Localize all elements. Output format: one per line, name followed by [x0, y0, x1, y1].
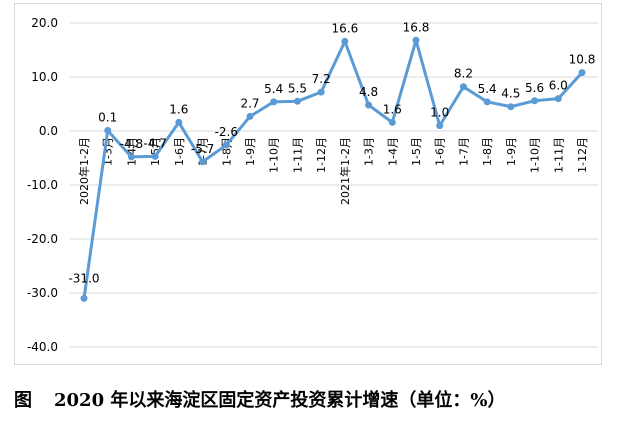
data-point [436, 122, 444, 130]
data-point [459, 83, 467, 91]
y-tick-label: -30.0 [27, 286, 58, 300]
data-point [554, 95, 562, 103]
chart-frame [14, 3, 602, 365]
x-tick-label: 1-6月 [434, 137, 447, 166]
data-label: 5.5 [288, 81, 307, 95]
data-label: -4.8 [120, 137, 143, 151]
x-tick-label: 1-5月 [410, 137, 423, 166]
data-label: 1.6 [383, 102, 402, 116]
x-tick-label: 1-9月 [244, 137, 257, 166]
data-point [246, 112, 254, 120]
line-chart: 20.0 10.0 0.0 -10.0 -20.0 -30.0 -40.0 2020年1-2月… [27, 16, 598, 354]
x-tick-label: 2021年1-2月 [338, 137, 352, 205]
x-tick-label: 1-3月 [363, 137, 376, 166]
x-tick-label: 1-10月 [268, 137, 281, 173]
data-point [104, 126, 112, 134]
data-label: 5.4 [264, 82, 283, 96]
figure-caption-text: 2020 年以来海淀区固定资产投资累计增速（单位：%） [54, 390, 506, 411]
x-tick-label: 1-12月 [576, 137, 589, 173]
data-point [270, 98, 278, 106]
y-tick-label: 0.0 [39, 124, 58, 138]
data-point [199, 158, 207, 166]
data-point [388, 118, 396, 126]
data-point [365, 101, 373, 109]
data-point [293, 97, 301, 105]
data-point [341, 37, 349, 45]
data-label: 6.0 [549, 79, 568, 93]
data-point [483, 98, 491, 106]
x-tick-label: 1-9月 [505, 137, 518, 166]
x-tick-label: 1-6月 [173, 137, 186, 166]
data-point [222, 141, 230, 149]
data-label: 1.6 [169, 102, 188, 116]
y-tick-label: -20.0 [27, 232, 58, 246]
x-tick-label: 1-7月 [457, 137, 470, 166]
data-point [175, 118, 183, 126]
data-label: 16.8 [403, 20, 430, 34]
data-label: -4.7 [143, 136, 166, 150]
data-label: 10.8 [569, 53, 596, 67]
data-label: -2.6 [215, 125, 238, 139]
figure-label: 图 [14, 390, 32, 411]
data-point [507, 103, 515, 111]
y-tick-label: -10.0 [27, 178, 58, 192]
data-label: 5.6 [525, 81, 544, 95]
data-label: -5.7 [191, 142, 214, 156]
data-label: 4.8 [359, 85, 378, 99]
data-label: 1.0 [430, 106, 449, 120]
data-label: 7.2 [312, 72, 331, 86]
data-label: 5.4 [478, 82, 497, 96]
figure-caption: 图 2020 年以来海淀区固定资产投资累计增速（单位：%） [14, 386, 614, 416]
x-tick-label: 1-10月 [529, 137, 542, 173]
data-point [531, 97, 539, 105]
data-label: 2.7 [240, 96, 259, 110]
series-line [82, 38, 584, 299]
x-tick-label: 1-11月 [291, 137, 304, 173]
x-tick-label: 1-8月 [481, 137, 494, 166]
data-point [127, 153, 135, 161]
y-tick-label: -40.0 [27, 340, 58, 354]
data-label: 16.6 [331, 21, 358, 35]
y-tick-label: 20.0 [31, 16, 58, 30]
data-point [317, 88, 325, 96]
data-point [151, 152, 159, 160]
data-label: 0.1 [98, 110, 117, 124]
data-point [80, 294, 88, 302]
data-label: 4.5 [501, 87, 520, 101]
data-point [412, 36, 420, 44]
x-tick-label: 1-12月 [315, 137, 328, 173]
x-tick-label: 1-5月 [149, 137, 162, 166]
x-tick-label: 1-4月 [386, 137, 399, 166]
y-tick-label: 10.0 [31, 70, 58, 84]
data-label: -31.0 [68, 271, 99, 285]
x-tick-label: 1-11月 [552, 137, 565, 173]
data-label: 8.2 [454, 67, 473, 81]
data-point [578, 69, 586, 77]
x-tick-label: 1-8月 [220, 137, 233, 166]
x-tick-label: 2020年1-2月 [77, 137, 91, 205]
